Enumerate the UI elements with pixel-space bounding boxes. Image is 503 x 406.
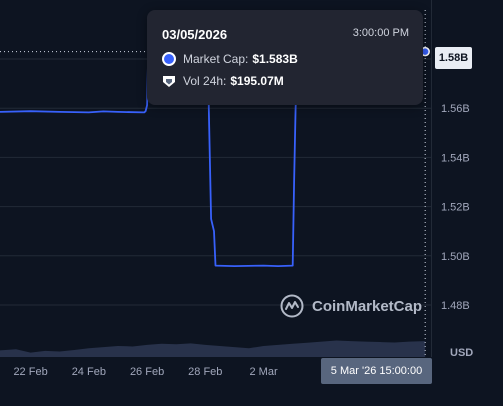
x-tick-label: 22 Feb (13, 366, 47, 378)
tooltip-time: 3:00:00 PM (352, 27, 409, 39)
y-tick-label: 1.50B (441, 251, 470, 263)
watermark-text: CoinMarketCap (312, 297, 423, 315)
market-cap-value: $1.583B (252, 52, 298, 66)
tooltip-volume-row: Vol 24h: $195.07M (162, 74, 284, 88)
x-tick-label: 24 Feb (72, 366, 106, 378)
volume-value: $195.07M (230, 74, 284, 88)
coinmarketcap-watermark: CoinMarketCap (280, 294, 422, 318)
tooltip-date: 03/05/2026 (162, 27, 228, 42)
x-tick-label: 26 Feb (130, 366, 164, 378)
market-cap-label: Market Cap: (183, 52, 249, 66)
coinmarketcap-logo-icon (280, 294, 304, 318)
chart-tooltip: 03/05/2026 3:00:00 PM Market Cap: $1.583… (147, 10, 423, 105)
current-value-tag: 1.58B (435, 47, 472, 69)
y-tick-label: 1.48B (441, 300, 470, 312)
volume-area (0, 340, 426, 357)
tooltip-market-cap-row: Market Cap: $1.583B (162, 52, 298, 66)
y-tick-label: 1.54B (441, 152, 470, 164)
x-tick-label: 28 Feb (188, 366, 222, 378)
x-tick-label: 2 Mar (249, 366, 277, 378)
y-tick-label: 1.52B (441, 202, 470, 214)
series-dot-icon (162, 52, 176, 66)
currency-label: USD (450, 347, 474, 359)
y-tick-label: 1.56B (441, 103, 470, 115)
volume-shield-icon (163, 76, 175, 87)
crosshair-time-tag: 5 Mar '26 15:00:00 (321, 358, 432, 384)
volume-label: Vol 24h: (183, 74, 227, 88)
